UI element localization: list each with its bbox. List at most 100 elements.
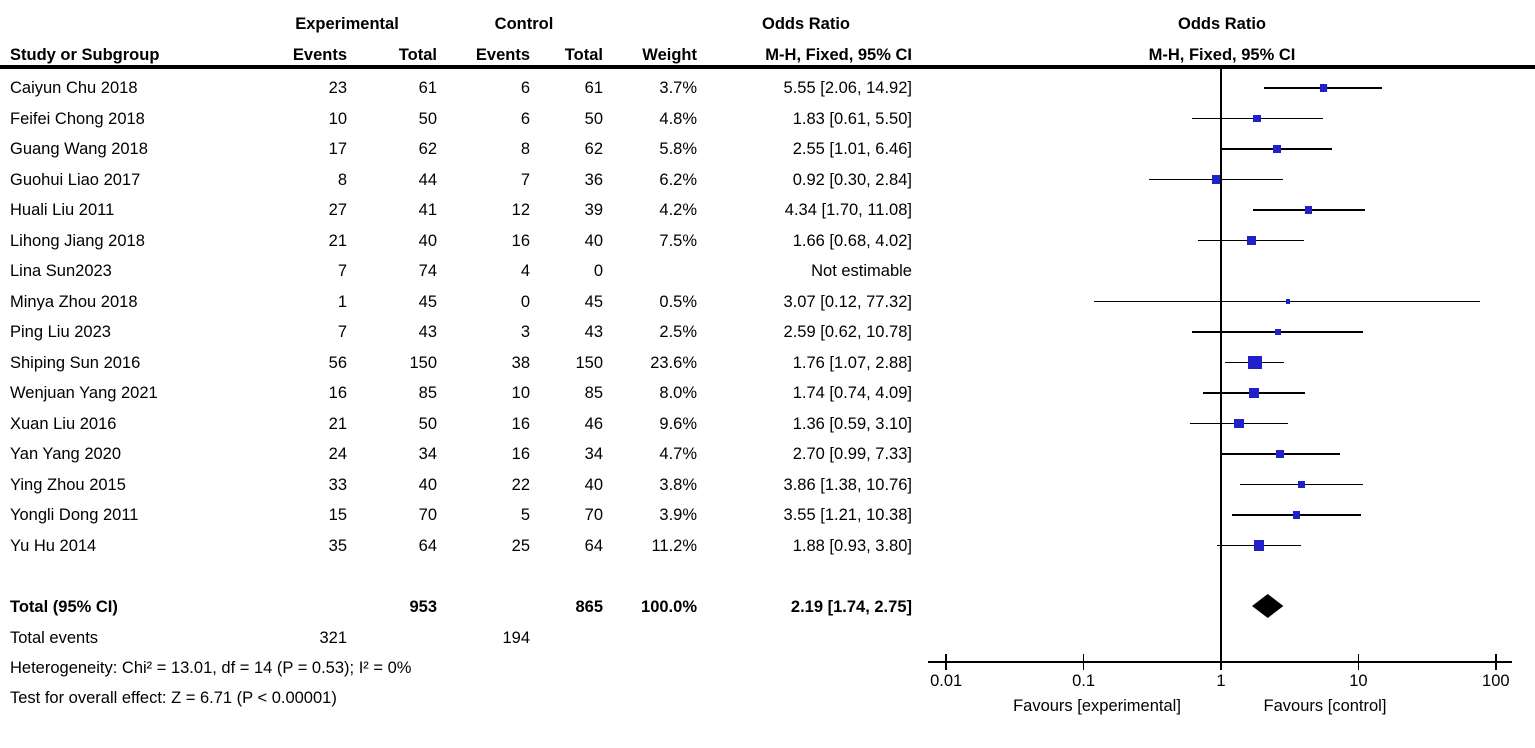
study-exp-events: 7 (337, 262, 347, 280)
x-axis-tick (1220, 654, 1222, 670)
study-exp-events: 8 (337, 170, 347, 189)
study-weight-text: 8.0% (659, 384, 697, 402)
study-ctrl-events: 6 (520, 79, 530, 97)
study-exp-total: 40 (418, 475, 437, 494)
study-ctrl-total: 36 (584, 170, 603, 189)
study-name: Guang Wang 2018 (10, 140, 148, 158)
study-ctrl-events: 8 (520, 140, 530, 158)
study-or-text: 3.07 [0.12, 77.32] (783, 292, 912, 311)
study-exp-total: 62 (418, 140, 437, 158)
study-or-text: 5.55 [2.06, 14.92] (783, 79, 912, 97)
study-exp-events: 10 (328, 109, 347, 128)
weight-square (1211, 175, 1221, 184)
study-weight-text: 3.8% (659, 475, 697, 494)
study-exp-total: 85 (418, 384, 437, 402)
study-or-text: 1.66 [0.68, 4.02] (792, 231, 912, 250)
weight-square (1274, 328, 1281, 336)
group-header-control: Control (494, 15, 554, 33)
study-weight-text: 23.6% (650, 353, 697, 372)
study-weight-text: 5.8% (659, 140, 697, 158)
heterogeneity-text: Heterogeneity: Chi² = 13.01, df = 14 (P … (10, 659, 412, 677)
study-name: Yu Hu 2014 (10, 536, 97, 555)
study-ctrl-total: 0 (593, 262, 603, 280)
study-ctrl-total: 61 (584, 79, 603, 97)
study-name: Ying Zhou 2015 (10, 475, 126, 494)
study-ctrl-total: 43 (584, 323, 603, 341)
study-exp-events: 21 (328, 414, 347, 433)
study-ctrl-events: 38 (511, 353, 530, 372)
x-axis-tick (945, 654, 947, 670)
study-exp-total: 40 (418, 231, 437, 250)
study-weight-text: 9.6% (659, 414, 697, 433)
study-or-text: 1.88 [0.93, 3.80] (792, 536, 912, 555)
total-row-label: Total (95% CI) (10, 598, 118, 616)
overall-effect-text: Test for overall effect: Z = 6.71 (P < 0… (10, 689, 337, 707)
study-exp-events: 24 (328, 445, 347, 463)
study-weight-text: 0.5% (659, 292, 697, 311)
study-or-text: 3.86 [1.38, 10.76] (783, 475, 912, 494)
study-exp-events: 23 (328, 79, 347, 97)
study-ctrl-events: 7 (520, 170, 530, 189)
weight-square (1253, 540, 1264, 551)
weight-square (1298, 480, 1306, 489)
study-weight-text: 3.7% (659, 79, 697, 97)
study-ctrl-events: 16 (511, 445, 530, 463)
study-name: Minya Zhou 2018 (10, 292, 138, 311)
study-or-text: 4.34 [1.70, 11.08] (784, 201, 912, 219)
weight-square (1293, 511, 1301, 519)
study-exp-events: 1 (337, 292, 347, 311)
study-name: Xuan Liu 2016 (10, 414, 117, 433)
weight-square (1276, 450, 1285, 458)
column-header-mh-fixed-plot: M-H, Fixed, 95% CI (1148, 46, 1296, 64)
study-weight-text: 4.8% (659, 109, 697, 128)
group-header-odds-ratio-table: Odds Ratio (761, 15, 850, 33)
study-exp-total: 43 (418, 323, 437, 341)
study-ctrl-events: 5 (520, 506, 530, 524)
study-exp-total: 70 (418, 506, 437, 524)
study-ctrl-events: 6 (520, 109, 530, 128)
study-exp-events: 35 (328, 536, 347, 555)
weight-square (1234, 418, 1245, 429)
study-name: Yongli Dong 2011 (10, 506, 139, 524)
column-header-exp-total: Total (398, 46, 437, 64)
study-or-text: 0.92 [0.30, 2.84] (792, 170, 912, 189)
study-weight-text: 4.7% (659, 445, 697, 463)
study-name: Yan Yang 2020 (10, 445, 122, 463)
weight-square (1272, 144, 1281, 154)
study-or-text: 1.36 [0.59, 3.10] (792, 414, 912, 433)
x-axis-tick (1495, 654, 1497, 670)
total-events-control: 194 (502, 629, 530, 647)
study-exp-total: 74 (418, 262, 437, 280)
study-ctrl-events: 0 (520, 292, 530, 311)
column-header-exp-events: Events (292, 46, 347, 64)
study-ctrl-events: 16 (511, 414, 530, 433)
favours-control-label: Favours [control] (1263, 697, 1387, 715)
weight-square (1247, 355, 1262, 370)
study-weight-text: 2.5% (659, 323, 697, 341)
study-weight-text: 7.5% (659, 231, 697, 250)
study-exp-total: 45 (418, 292, 437, 311)
study-exp-total: 64 (418, 536, 437, 555)
column-header-mh-fixed: M-H, Fixed, 95% CI (765, 46, 912, 64)
study-name: Wenjuan Yang 2021 (10, 384, 158, 402)
total-ctrl-total: 865 (575, 598, 603, 616)
study-exp-events: 7 (337, 323, 347, 341)
study-ctrl-events: 16 (511, 231, 530, 250)
study-or-text: Not estimable (811, 262, 912, 280)
weight-square (1253, 114, 1261, 123)
column-header-weight: Weight (642, 46, 697, 64)
study-ctrl-total: 50 (584, 109, 603, 128)
total-exp-total: 953 (409, 598, 437, 616)
study-ctrl-total: 46 (584, 414, 603, 433)
study-ctrl-events: 4 (520, 262, 530, 280)
study-exp-total: 61 (418, 79, 437, 97)
study-or-text: 2.55 [1.01, 6.46] (792, 140, 912, 158)
study-ctrl-events: 25 (511, 536, 530, 555)
study-ctrl-total: 40 (584, 231, 603, 250)
x-axis-tick-label: 100 (1482, 672, 1510, 690)
study-name: Huali Liu 2011 (10, 201, 115, 219)
study-weight-text: 4.2% (659, 201, 697, 219)
study-name: Ping Liu 2023 (10, 323, 111, 341)
x-axis-tick-label: 0.01 (930, 672, 963, 690)
